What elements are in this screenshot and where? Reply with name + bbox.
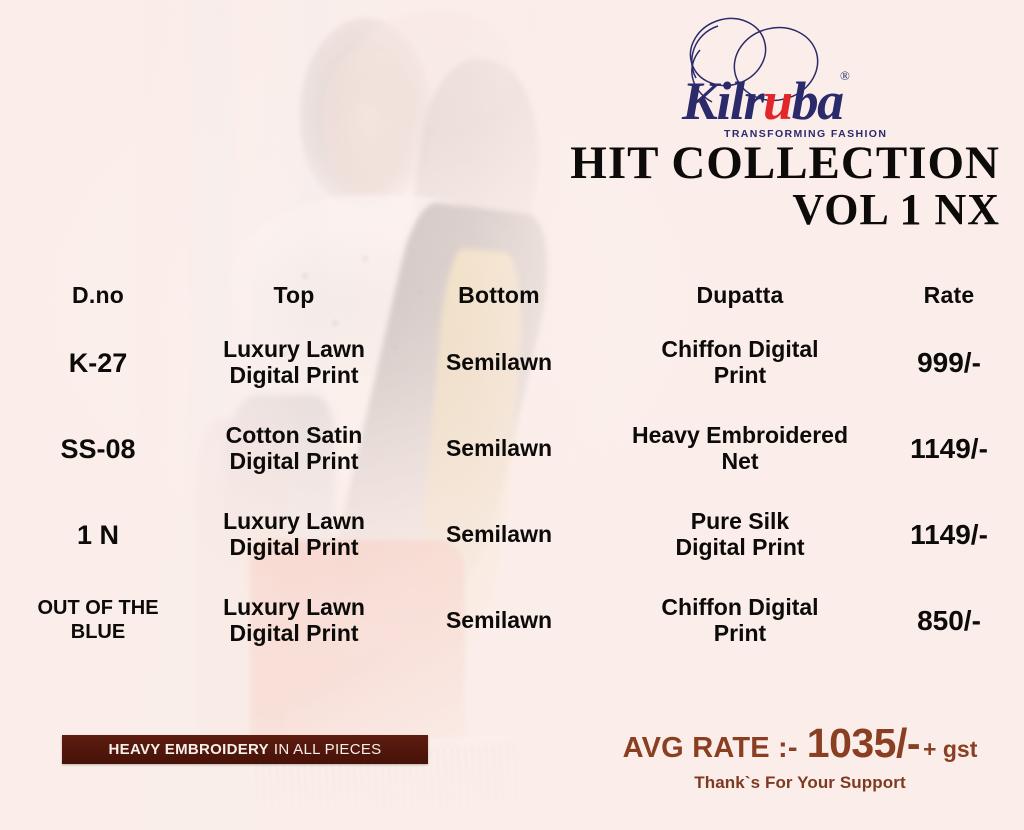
registered-trademark-icon: ® bbox=[840, 68, 850, 83]
collection-title-line2: VOL 1 NX bbox=[792, 185, 1000, 234]
column-header-top: Top bbox=[273, 282, 315, 309]
thanks-message: Thank`s For Your Support bbox=[694, 773, 906, 792]
collection-title-line1: HIT COLLECTION bbox=[570, 137, 1000, 189]
cell-bottom: Semilawn bbox=[445, 607, 553, 634]
embroidery-badge: HEAVY EMBROIDERY IN ALL PIECES bbox=[62, 735, 428, 764]
logo-wordmark: Kilruba bbox=[682, 71, 845, 131]
column-header-dupatta: Dupatta bbox=[696, 282, 784, 309]
cell-rate: 850/- bbox=[917, 605, 981, 637]
cell-dupatta: Pure Silk Digital Print bbox=[675, 508, 805, 560]
table-row: OUT OF THE BLUE Luxury Lawn Digital Print … bbox=[0, 578, 1024, 664]
avg-rate-line: AVG RATE :- 1035/- + gst bbox=[604, 720, 996, 767]
table-row: SS-08 Cotton Satin Digital Print Semilawn… bbox=[0, 406, 1024, 492]
brand-logo: Kilruba ® TRANSFORMING FASHION bbox=[672, 16, 886, 140]
cell-bottom: Semilawn bbox=[445, 435, 553, 462]
table-header-row: D.no Top Bottom Dupatta Rate bbox=[0, 272, 1024, 320]
cell-top: Luxury Lawn Digital Print bbox=[223, 594, 365, 646]
product-table: D.no Top Bottom Dupatta Rate K-27 Luxury… bbox=[0, 272, 1024, 664]
avg-rate-label: AVG RATE :- bbox=[622, 732, 798, 764]
cell-top: Luxury Lawn Digital Print bbox=[223, 336, 365, 388]
cell-dno: SS-08 bbox=[60, 433, 136, 464]
cell-dno: 1 N bbox=[76, 519, 120, 550]
table-row: 1 N Luxury Lawn Digital Print Semilawn Pu… bbox=[0, 492, 1024, 578]
logo-tagline: TRANSFORMING FASHION bbox=[724, 128, 888, 140]
cell-rate: 999/- bbox=[917, 347, 981, 379]
cell-top: Luxury Lawn Digital Print bbox=[223, 508, 365, 560]
logo-word-red-u: u bbox=[763, 71, 793, 131]
cell-dupatta: Chiffon Digital Print bbox=[661, 336, 819, 388]
logo-word-part1: Kil bbox=[682, 71, 745, 131]
embroidery-badge-bold: HEAVY EMBROIDERY bbox=[108, 741, 269, 758]
column-header-bottom: Bottom bbox=[458, 282, 540, 309]
cell-dupatta: Heavy Embroidered Net bbox=[631, 422, 849, 474]
avg-rate-value: 1035/- bbox=[806, 720, 921, 766]
column-header-dno: D.no bbox=[72, 282, 124, 309]
logo-word-mid: r bbox=[743, 71, 765, 131]
avg-rate-block: AVG RATE :- 1035/- + gst Thank`s For You… bbox=[604, 720, 996, 793]
cell-top: Cotton Satin Digital Print bbox=[225, 422, 363, 474]
cell-bottom: Semilawn bbox=[445, 521, 553, 548]
embroidery-badge-rest: IN ALL PIECES bbox=[273, 741, 382, 758]
cell-dno: OUT OF THE BLUE bbox=[37, 597, 159, 643]
cell-rate: 1149/- bbox=[910, 433, 988, 465]
logo-word-part2: ba bbox=[791, 71, 845, 131]
table-row: K-27 Luxury Lawn Digital Print Semilawn C… bbox=[0, 320, 1024, 406]
cell-dupatta: Chiffon Digital Print bbox=[661, 594, 819, 646]
avg-rate-gst: + gst bbox=[923, 736, 978, 762]
column-header-rate: Rate bbox=[923, 282, 975, 309]
cell-bottom: Semilawn bbox=[445, 349, 553, 376]
cell-rate: 1149/- bbox=[910, 519, 988, 551]
logo-swirl-icon bbox=[689, 17, 819, 103]
cell-dno: K-27 bbox=[68, 347, 128, 378]
